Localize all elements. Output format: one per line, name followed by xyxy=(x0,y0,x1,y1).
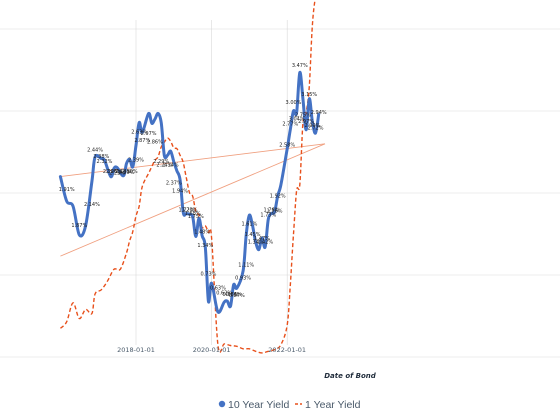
trendlines xyxy=(60,143,326,257)
trendline xyxy=(60,143,326,178)
data-label: 0.73% xyxy=(201,271,217,277)
data-label: 2.87% xyxy=(134,138,150,144)
data-label: 2.14% xyxy=(115,169,131,175)
data-label: 0.64% xyxy=(226,292,242,298)
data-label: 2.29% xyxy=(153,159,169,165)
x-axis-title: Date of Bond xyxy=(324,372,376,380)
legend-1y-label: 1 Year Yield xyxy=(305,399,361,411)
data-label: 1.42% xyxy=(257,239,273,245)
x-axis-ticks: 2018-01-01 2020-01-01 2022-01-01 xyxy=(117,346,306,354)
data-label: 2.97% xyxy=(141,131,157,137)
data-label: 2.24% xyxy=(156,162,172,168)
data-label: 1.75% xyxy=(188,214,204,220)
data-label: 2.29% xyxy=(103,169,119,175)
data-label: 2.94% xyxy=(311,110,327,116)
data-labels: 1.91%1.87%2.14%2.44%2.38%2.32%2.29%2.26%… xyxy=(59,63,327,299)
data-label: 0.62% xyxy=(216,290,232,296)
data-label: 1.34% xyxy=(248,239,264,245)
data-label: 2.14% xyxy=(84,202,100,208)
data-label: 1.72% xyxy=(178,208,194,214)
data-label: 2.10% xyxy=(122,169,138,175)
data-label: 2.86% xyxy=(147,139,163,145)
data-label: 2.22% xyxy=(109,171,125,177)
data-label: 0.68% xyxy=(223,292,239,298)
x-tick-label: 2018-01-01 xyxy=(117,346,155,354)
data-label: 2.26% xyxy=(106,169,122,175)
data-label: 3.15% xyxy=(301,92,317,98)
data-label: 0.93% xyxy=(235,276,251,282)
data-label: 1.34% xyxy=(197,243,213,249)
data-label: 3.04% xyxy=(289,116,305,122)
legend-10y-label: 10 Year Yield xyxy=(228,399,289,411)
legend: 10 Year Yield 1 Year Yield xyxy=(218,399,361,411)
data-label: 2.20% xyxy=(119,170,135,176)
trendline xyxy=(60,143,326,257)
data-label: 2.38% xyxy=(93,154,109,160)
data-label: 2.14% xyxy=(163,162,179,168)
x-tick-label: 2020-01-01 xyxy=(193,346,231,354)
data-label: 2.58% xyxy=(279,143,295,149)
data-label: 1.73% xyxy=(260,212,276,218)
data-label: 2.97% xyxy=(298,119,314,125)
data-label: 1.76% xyxy=(267,208,283,214)
legend-10y-marker xyxy=(218,400,226,408)
data-label: 3.47% xyxy=(292,63,308,69)
data-label: 2.72% xyxy=(308,126,324,132)
data-label: 1.70% xyxy=(182,208,198,214)
data-label: 2.77% xyxy=(282,121,298,127)
data-label: 1.45% xyxy=(245,232,261,238)
data-label: 2.75% xyxy=(295,112,311,118)
data-label: 0.63% xyxy=(210,285,226,291)
data-label: 1.94% xyxy=(172,189,188,195)
data-label: 1.91% xyxy=(59,187,75,193)
data-label: 1.11% xyxy=(238,262,254,268)
data-label: 2.37% xyxy=(166,180,182,186)
ten-year-yield-line xyxy=(58,70,321,314)
series-lines xyxy=(58,0,321,354)
data-label: 3.00% xyxy=(286,100,302,106)
data-label: 2.90% xyxy=(304,123,320,129)
data-label: 2.39% xyxy=(128,157,144,163)
one-year-yield-line xyxy=(59,0,316,354)
data-label: 2.32% xyxy=(97,159,113,165)
data-label: 1.61% xyxy=(241,221,257,227)
data-label: 1.76% xyxy=(264,208,280,214)
data-label: 1.68% xyxy=(185,211,201,217)
data-label: 1.87% xyxy=(71,223,87,229)
data-label: 2.44% xyxy=(87,148,103,154)
x-tick-label: 2022-01-01 xyxy=(268,346,306,354)
data-label: 0.87% xyxy=(229,293,245,299)
data-label: 1.47% xyxy=(254,236,270,242)
data-label: 1.92% xyxy=(270,194,286,200)
data-label: 2.63% xyxy=(131,130,147,136)
data-label: 1.48% xyxy=(194,230,210,236)
